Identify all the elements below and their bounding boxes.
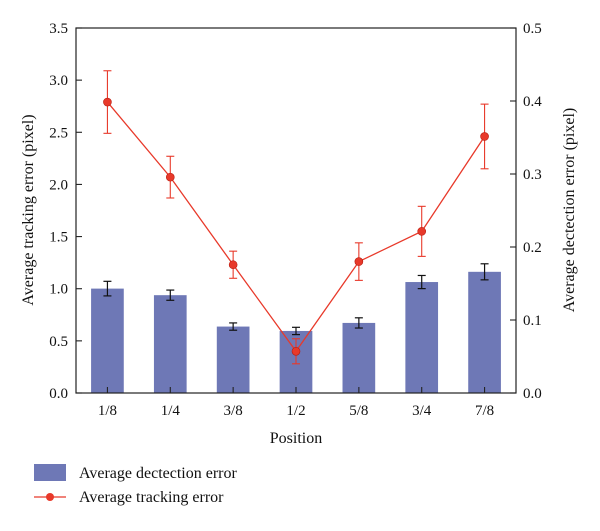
y-left-tick-label: 3.0 <box>49 73 68 89</box>
line-point <box>103 97 112 107</box>
y-left-tick-label: 0.5 <box>49 334 68 350</box>
x-tick-label: 1/2 <box>286 403 305 419</box>
bar <box>468 271 501 393</box>
line-point <box>354 257 364 266</box>
line-layer <box>103 70 489 365</box>
line-point <box>228 260 238 270</box>
bar <box>153 295 187 393</box>
x-tick-label: 1/8 <box>98 403 117 419</box>
x-axis-title: Position <box>270 430 322 447</box>
line-point <box>291 346 301 356</box>
y-left-tick-label: 1.5 <box>49 230 68 246</box>
y-left-tick-label: 1.0 <box>49 282 68 298</box>
y-right-tick-label: 0.1 <box>523 313 542 329</box>
y-right-tick-label: 0.0 <box>523 386 542 402</box>
ticks-layer: 0.0 0.5 1.0 1.5 2.0 2.5 3.0 3.5 0.0 0.1 0.2 0.3 0.4 0… <box>49 21 542 419</box>
legend-bar-label: Average dectection error <box>79 465 238 482</box>
x-tick-label: 1/4 <box>161 403 181 419</box>
line-point <box>417 227 427 236</box>
bar <box>91 288 124 393</box>
x-tick-label: 3/8 <box>224 403 243 419</box>
y-left-axis-title: Average tracking error (pixel) <box>20 114 37 305</box>
y-left-tick-label: 3.5 <box>49 21 68 37</box>
bar <box>342 322 376 393</box>
legend: Average dectection error Average trackin… <box>34 464 238 506</box>
y-left-tick-label: 0.0 <box>49 386 68 402</box>
bars-layer <box>91 263 501 393</box>
y-right-tick-label: 0.2 <box>523 240 542 256</box>
legend-line-label: Average tracking error <box>79 489 224 506</box>
y-right-tick-label: 0.3 <box>523 167 542 183</box>
legend-line-marker <box>46 493 54 501</box>
bar <box>216 326 250 393</box>
x-tick-label: 3/4 <box>412 403 432 419</box>
bar <box>405 282 439 393</box>
y-left-tick-label: 2.0 <box>49 177 68 193</box>
line-point <box>165 172 175 182</box>
y-right-axis-title: Average dectection error (pixel) <box>561 108 578 312</box>
x-tick-label: 5/8 <box>349 403 368 419</box>
x-tick-label: 7/8 <box>475 403 494 419</box>
y-left-tick-label: 2.5 <box>49 125 68 141</box>
line-point <box>480 132 489 141</box>
y-right-tick-label: 0.5 <box>523 21 542 37</box>
legend-bar-swatch <box>34 464 66 481</box>
y-right-tick-label: 0.4 <box>523 94 542 110</box>
